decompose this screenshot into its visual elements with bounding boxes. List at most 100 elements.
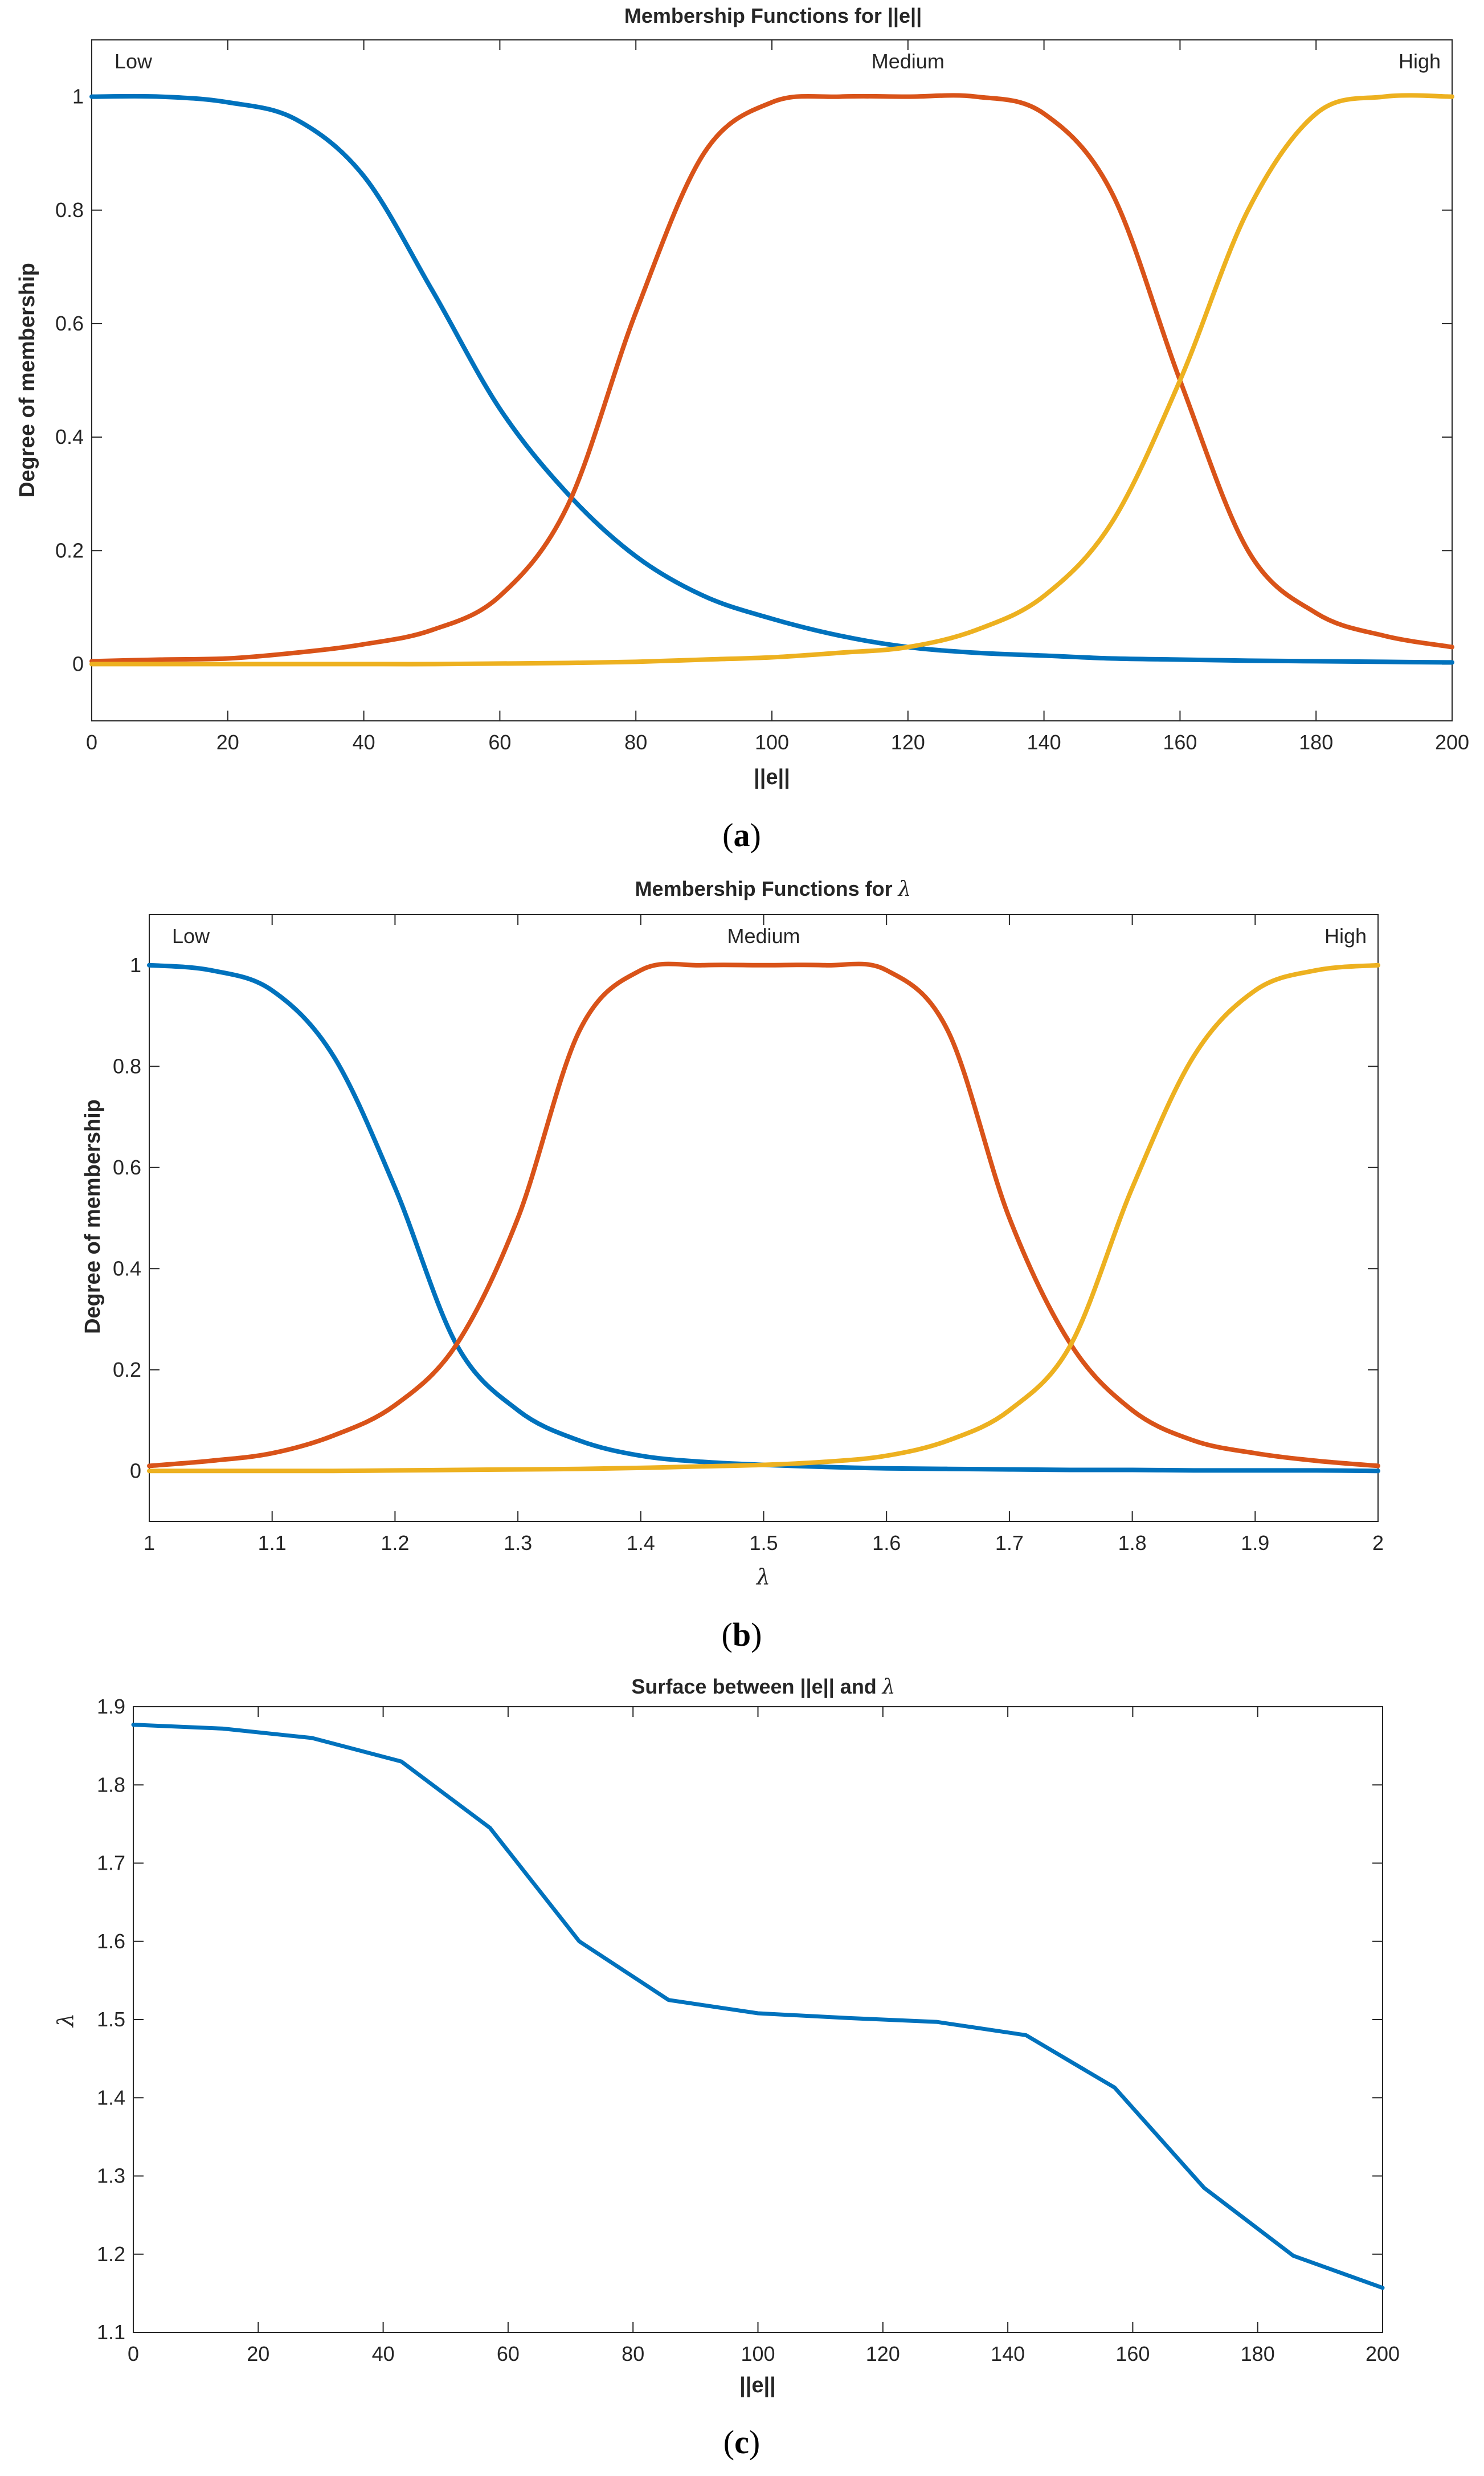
x-tick-label: 160 — [1115, 2342, 1150, 2365]
x-tick-label: 1 — [144, 1531, 155, 1555]
series-line-2 — [89, 93, 1454, 664]
y-tick-label: 0.4 — [113, 1257, 141, 1280]
y-tick-label: 1.4 — [97, 2086, 125, 2109]
y-tick-label: 0.2 — [55, 539, 84, 562]
y-ticks: 0 0.2 0.4 0.6 0.8 1 — [55, 85, 1452, 675]
title-text: Surface between ||e|| and — [631, 1675, 882, 1699]
caption-b: (b) — [722, 1616, 762, 1653]
series-line-1 — [131, 1723, 1385, 2290]
chart-title: Surface between ||e|| and λ — [631, 1675, 895, 1699]
x-tick-label: 140 — [1027, 731, 1061, 754]
y-tick-label: 1 — [130, 953, 141, 977]
caption-c: (c) — [723, 2424, 760, 2461]
x-tick-label: 1.6 — [872, 1531, 901, 1555]
x-tick-label: 180 — [1299, 731, 1333, 754]
x-tick-label: 140 — [991, 2342, 1025, 2365]
panel-c: Surface between ||e|| and λ 1.1 1.2 1.3 1.4… — [53, 1675, 1400, 2461]
y-axis-label: Degree of membership — [81, 1099, 105, 1334]
y-tick-label: 1.2 — [97, 2242, 125, 2266]
y-axis-label: Degree of membership — [15, 263, 39, 497]
y-tick-label: 0 — [72, 652, 84, 675]
series-line-1 — [89, 93, 1454, 665]
x-tick-label: 160 — [1163, 731, 1197, 754]
x-tick-label: 100 — [755, 731, 789, 754]
title-symbol: λ — [881, 1675, 896, 1699]
y-axis-label: λ — [53, 2013, 78, 2028]
series-lines — [147, 961, 1380, 1474]
mf-label: Low — [115, 50, 153, 73]
x-tick-label: 1.2 — [381, 1531, 409, 1555]
x-axis-label: ||e|| — [754, 765, 790, 789]
series-line-3 — [147, 962, 1380, 1474]
x-tick-label: 1.5 — [749, 1531, 778, 1555]
series-lines — [89, 93, 1454, 667]
x-tick-label: 1.7 — [995, 1531, 1024, 1555]
x-tick-label: 1.8 — [1118, 1531, 1147, 1555]
x-tick-label: 100 — [741, 2342, 775, 2365]
x-tick-label: 1.1 — [258, 1531, 287, 1555]
x-tick-label: 20 — [247, 2342, 269, 2365]
x-tick-label: 80 — [624, 731, 647, 754]
x-tick-label: 200 — [1366, 2342, 1400, 2365]
x-tick-label: 40 — [372, 2342, 395, 2365]
y-tick-label: 1.6 — [97, 1930, 125, 1953]
y-tick-label: 0 — [130, 1459, 141, 1482]
mf-label: Medium — [727, 924, 800, 948]
title-symbol: λ — [897, 878, 911, 901]
mf-label: Medium — [872, 50, 945, 73]
y-tick-label: 0.2 — [113, 1358, 141, 1381]
y-ticks: 1.1 1.2 1.3 1.4 1.5 1.6 1.7 1.8 1.9 — [97, 1695, 1383, 2344]
mf-label: Low — [172, 924, 210, 948]
x-tick-label: 200 — [1435, 731, 1469, 754]
x-tick-label: 40 — [353, 731, 375, 754]
y-tick-label: 1.8 — [97, 1773, 125, 1796]
x-tick-label: 80 — [622, 2342, 644, 2365]
x-tick-label: 0 — [128, 2342, 139, 2365]
plot-area — [149, 914, 1379, 1522]
y-tick-label: 1.1 — [97, 2320, 125, 2344]
x-tick-label: 60 — [497, 2342, 520, 2365]
x-axis-label: λ — [755, 1564, 770, 1589]
panel-a: Membership Functions for ||e|| 0 0.2 0.4 0.… — [15, 4, 1469, 854]
y-tick-label: 1 — [72, 85, 84, 108]
y-tick-label: 1.3 — [97, 2164, 125, 2188]
plot-area — [133, 1706, 1383, 2333]
y-tick-label: 0.8 — [113, 1054, 141, 1078]
x-tick-label: 1.9 — [1241, 1531, 1269, 1555]
series-line-3 — [89, 93, 1454, 667]
y-tick-label: 0.4 — [55, 425, 84, 448]
x-tick-label: 1.4 — [627, 1531, 655, 1555]
caption-a: (a) — [722, 817, 761, 854]
title-text: Membership Functions for — [635, 877, 898, 900]
series-line-1 — [147, 962, 1380, 1474]
x-tick-label: 20 — [216, 731, 239, 754]
x-tick-label: 180 — [1241, 2342, 1275, 2365]
mf-labels: Low Medium High — [172, 924, 1367, 948]
x-tick-label: 120 — [891, 731, 925, 754]
x-ticks: 0 20 40 60 80 100 120 140 160 180 200 — [128, 1707, 1400, 2365]
y-tick-label: 0.6 — [55, 312, 84, 335]
y-tick-label: 0.8 — [55, 198, 84, 222]
x-tick-label: 0 — [86, 731, 97, 754]
mf-label: High — [1399, 50, 1441, 73]
y-tick-label: 1.5 — [97, 2008, 125, 2031]
x-tick-label: 2 — [1372, 1531, 1384, 1555]
x-axis-label: ||e|| — [739, 2373, 776, 2397]
chart-title: Membership Functions for λ — [635, 877, 911, 901]
y-tick-label: 1.7 — [97, 1851, 125, 1875]
mf-label: High — [1324, 924, 1367, 948]
y-tick-label: 0.6 — [113, 1156, 141, 1179]
x-tick-label: 60 — [488, 731, 511, 754]
series-lines — [131, 1723, 1385, 2290]
x-tick-label: 120 — [866, 2342, 900, 2365]
x-ticks: 1 1.1 1.2 1.3 1.4 1.5 1.6 1.7 1.8 1.9 2 — [144, 915, 1384, 1555]
chart-title: Membership Functions for ||e|| — [624, 4, 922, 28]
panel-b: Membership Functions for λ 0 0.2 0.4 0.6 0.8… — [81, 877, 1384, 1653]
mf-labels: Low Medium High — [115, 50, 1441, 73]
series-line-2 — [147, 961, 1380, 1469]
x-tick-label: 1.3 — [504, 1531, 532, 1555]
y-tick-label: 1.9 — [97, 1695, 125, 1718]
y-ticks: 0 0.2 0.4 0.6 0.8 1 — [113, 953, 1378, 1482]
x-ticks: 0 20 40 60 80 100 120 140 160 180 200 — [86, 40, 1469, 754]
